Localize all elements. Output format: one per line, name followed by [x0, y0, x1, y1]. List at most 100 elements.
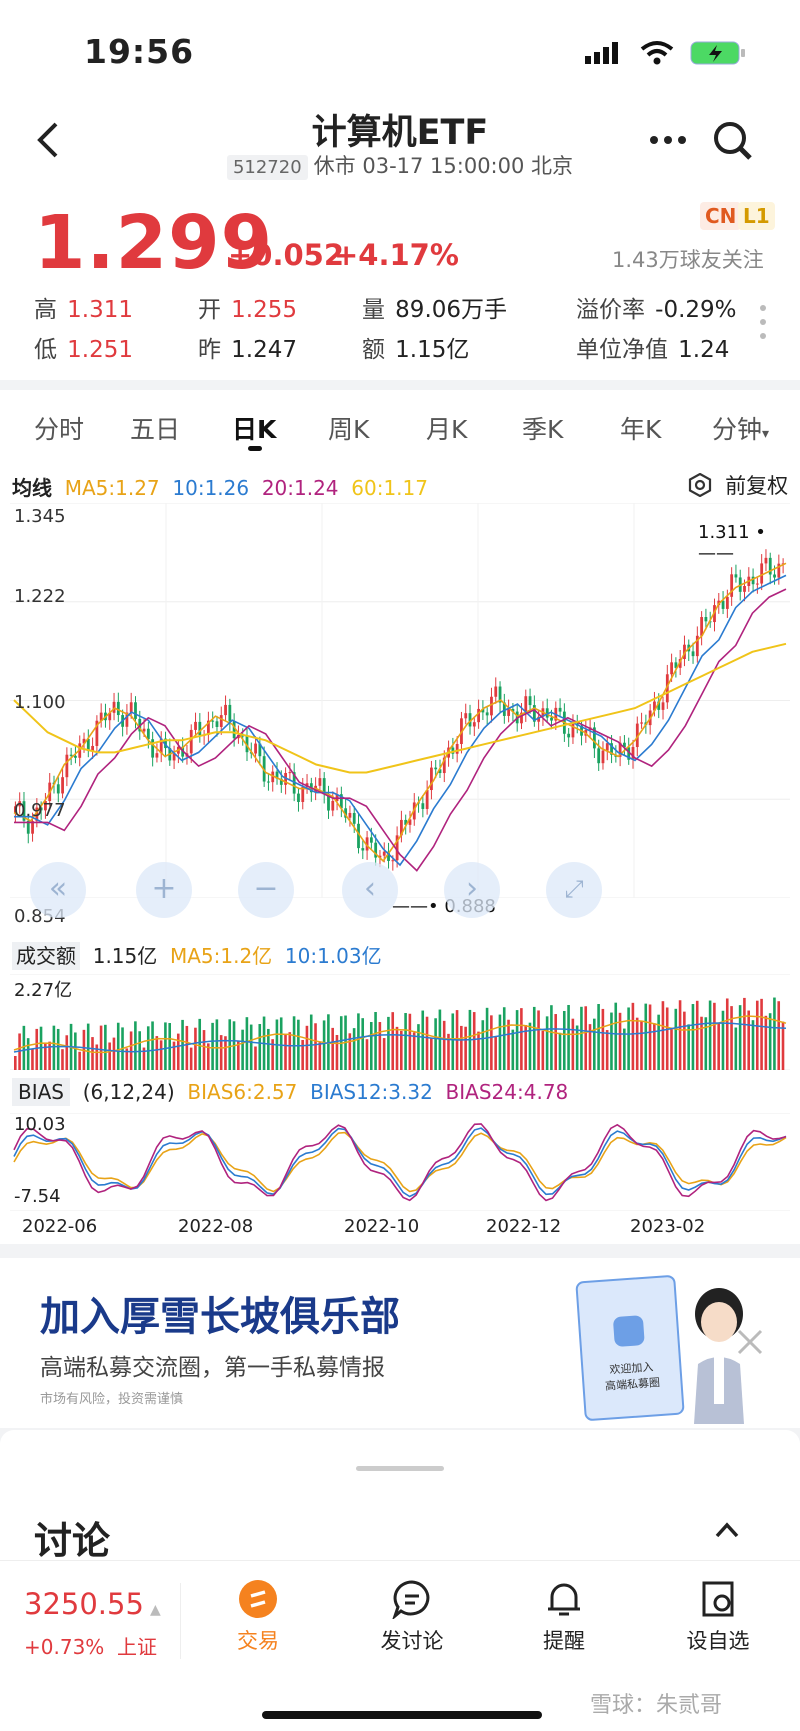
candle-body	[472, 722, 476, 727]
volume-bar	[520, 1008, 523, 1070]
bell-icon	[544, 1579, 584, 1619]
next-icon[interactable]: ›	[444, 862, 500, 918]
volume-label: 成交额	[12, 942, 80, 970]
candle-body	[751, 576, 755, 585]
volume-bar	[361, 1018, 364, 1070]
l1-tag: L1	[738, 202, 775, 230]
volume-bar	[331, 1027, 334, 1070]
tab-five-day[interactable]: 五日	[130, 415, 181, 444]
chevron-up-icon[interactable]	[714, 1520, 740, 1540]
tab-weekly-k[interactable]: 周K	[328, 415, 370, 444]
candle-body	[610, 743, 613, 755]
candle-body	[455, 744, 459, 754]
candle-body	[777, 563, 781, 578]
volume-bar	[683, 1011, 686, 1070]
candle-body	[91, 745, 94, 752]
rewind-icon[interactable]: «	[30, 862, 86, 918]
candle-body	[481, 708, 485, 713]
volume-bar	[391, 1012, 395, 1070]
zoom-out-icon[interactable]: −	[238, 862, 294, 918]
volume-bar	[378, 1022, 382, 1070]
volume-bar	[301, 1039, 304, 1070]
volume-bar	[635, 1017, 639, 1070]
volume-bar	[365, 1039, 369, 1070]
tab-intraday[interactable]: 分时	[34, 415, 85, 444]
candle-body	[254, 743, 257, 754]
prev-icon[interactable]: ‹	[342, 862, 398, 918]
volume-bar	[198, 1018, 202, 1070]
volume-chart[interactable]	[10, 974, 790, 1070]
candle-body	[164, 738, 167, 749]
volume-bar	[567, 1004, 570, 1070]
nav-post[interactable]: 发讨论	[352, 1579, 472, 1655]
index-value[interactable]: 3250.55 ▲	[24, 1587, 161, 1621]
zoom-in-icon[interactable]: +	[136, 862, 192, 918]
candle-body	[640, 722, 643, 724]
volume-bar	[271, 1039, 274, 1070]
candle-body	[116, 701, 120, 716]
candle-body	[18, 801, 22, 807]
back-icon[interactable]	[34, 120, 64, 160]
volume-bar	[447, 1033, 450, 1070]
volume-bar	[768, 1013, 772, 1070]
candle-body	[39, 807, 43, 811]
candle-body	[215, 721, 219, 727]
volume-bar	[640, 1021, 643, 1070]
volume-bar	[571, 1018, 575, 1070]
volume-bar	[777, 1001, 781, 1070]
volume-bar	[288, 1032, 292, 1070]
bias-legend: BIAS (6,12,24) BIAS6:2.57 BIAS12:3.32 BI…	[12, 1078, 568, 1106]
tab-daily-k[interactable]: 日K	[232, 415, 277, 444]
volume-bar	[52, 1025, 56, 1070]
ma60-line	[13, 642, 787, 774]
tab-quarterly-k[interactable]: 季K	[522, 415, 564, 444]
expand-dots-icon[interactable]	[758, 304, 768, 340]
more-icon[interactable]	[648, 128, 688, 152]
nav-alert[interactable]: 提醒	[504, 1579, 624, 1655]
nav-trade[interactable]: 交易	[198, 1579, 318, 1655]
volume-bar	[352, 1028, 356, 1070]
tab-minute[interactable]: 分钟▾	[712, 415, 770, 444]
volume-bar	[297, 1019, 300, 1070]
candle-body	[262, 756, 266, 782]
candle-body	[520, 712, 523, 724]
candle-body	[74, 755, 77, 758]
volume-bar	[249, 1024, 253, 1070]
volume-bar	[207, 1043, 210, 1070]
candle-body	[382, 851, 386, 856]
volume-bar	[155, 1036, 159, 1070]
axis-mid2-label: 1.100	[14, 692, 66, 713]
volume-bar	[26, 1038, 30, 1070]
adjust-toggle[interactable]: 前复权	[688, 470, 788, 500]
drag-handle[interactable]	[356, 1466, 444, 1471]
nav-watchlist[interactable]: 设自选	[658, 1579, 778, 1655]
close-icon[interactable]	[736, 1328, 764, 1356]
followers-count[interactable]: 1.43万球友关注	[612, 248, 764, 272]
market-status: 512720 休市 03-17 15:00:00 北京	[0, 150, 800, 180]
kline-chart[interactable]	[10, 503, 790, 898]
volume-bar	[434, 1018, 437, 1070]
candle-body	[365, 837, 369, 851]
quote-field-high: 高 1.311	[34, 297, 134, 323]
bias-chart[interactable]	[10, 1113, 790, 1211]
fullscreen-icon[interactable]: ⤢	[546, 862, 602, 918]
volume-bar	[717, 1022, 720, 1070]
tab-yearly-k[interactable]: 年K	[620, 415, 662, 444]
volume-bar	[215, 1019, 219, 1070]
x-label-1: 2022-06	[22, 1216, 98, 1237]
volume-bar	[279, 1017, 283, 1070]
search-icon[interactable]	[710, 118, 756, 164]
quote-field-amount: 额 1.15亿	[362, 337, 470, 363]
tab-monthly-k[interactable]: 月K	[426, 415, 468, 444]
candle-body	[464, 713, 468, 719]
candle-body	[219, 715, 223, 727]
volume-bar	[116, 1022, 120, 1070]
volume-bar	[751, 1020, 755, 1070]
club-ad-banner[interactable]: 加入厚雪长坡俱乐部 高端私募交流圈，第一手私募情报 市场有风险，投资需谨慎 欢迎…	[0, 1258, 800, 1428]
candle-body	[395, 835, 399, 861]
volume-bar	[159, 1040, 163, 1070]
candle-body	[695, 635, 699, 657]
candle-body	[56, 784, 60, 794]
volume-bar	[644, 1003, 648, 1070]
volume-bar	[417, 1024, 420, 1070]
